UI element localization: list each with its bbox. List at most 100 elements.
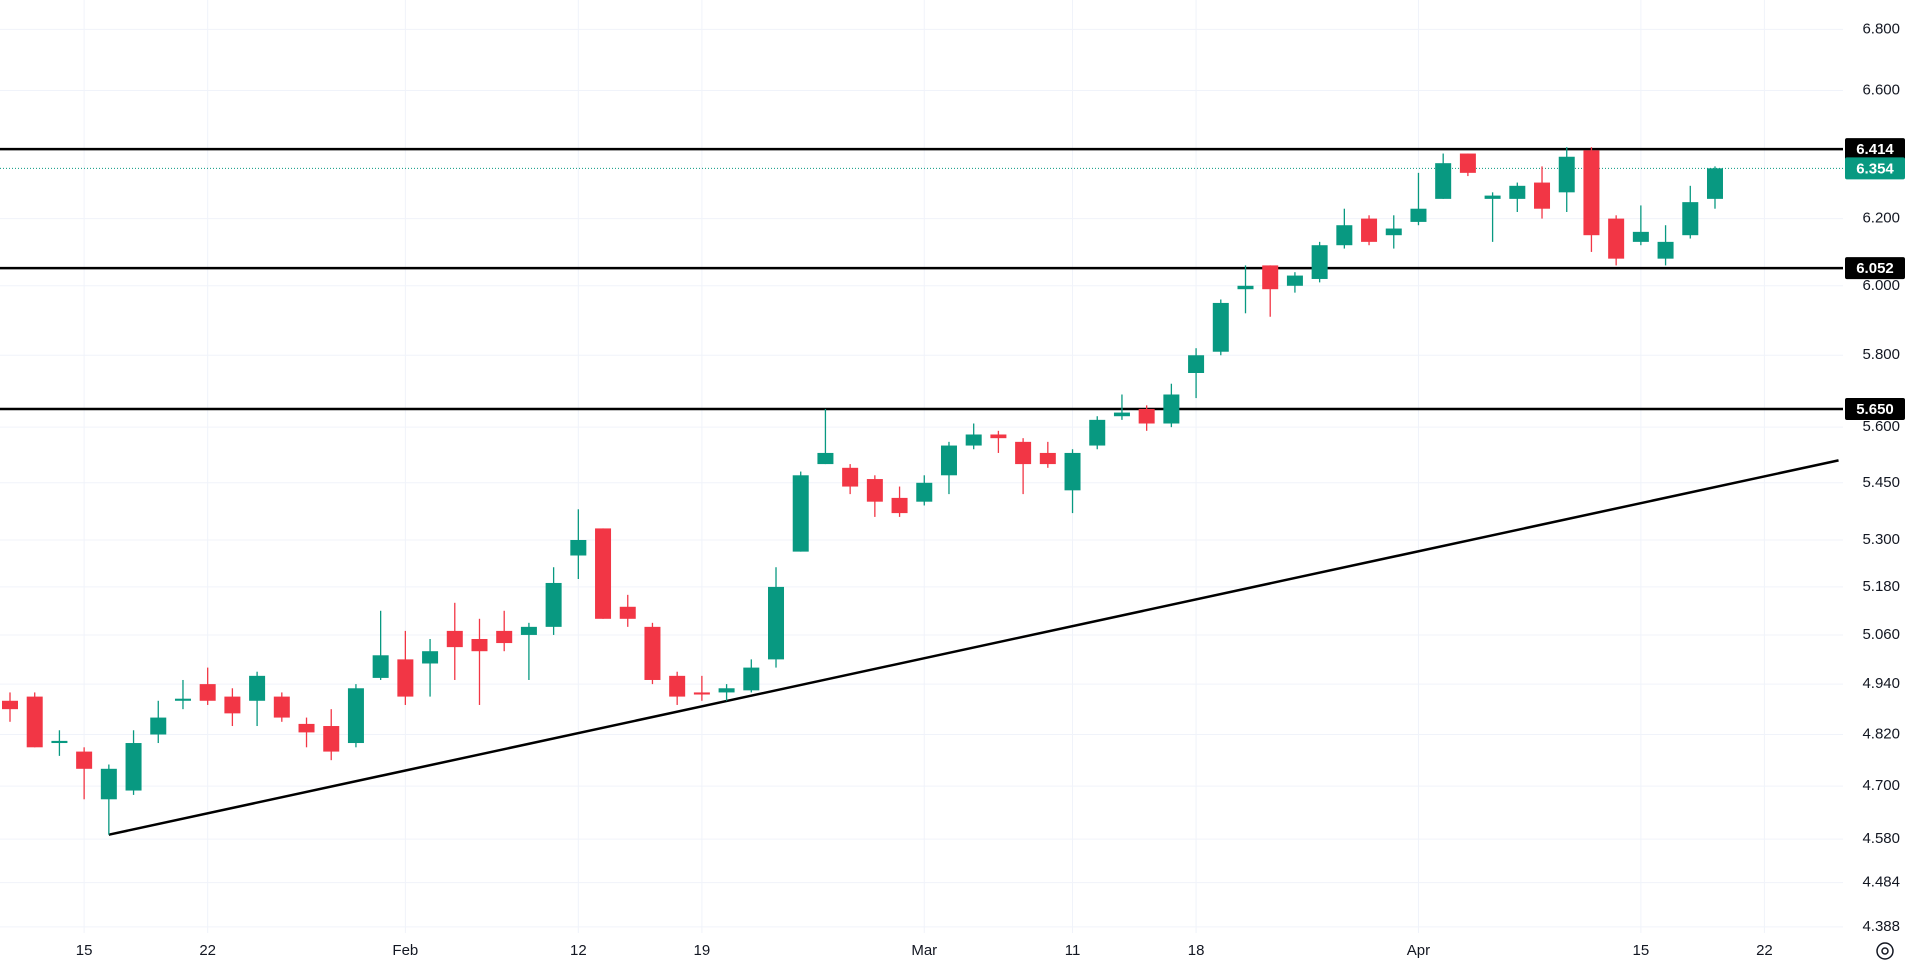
candle-body (51, 740, 68, 744)
settings-ring (1876, 942, 1894, 960)
candle-body (100, 768, 117, 800)
candle-body (1188, 355, 1205, 373)
candle-body (1089, 419, 1106, 446)
candle-body (372, 655, 389, 678)
candle-body (965, 434, 982, 446)
candle-body (570, 539, 587, 556)
candle-body (150, 717, 167, 735)
candle-body (1435, 163, 1452, 199)
x-tick-label: Feb (392, 942, 418, 959)
candle-body (595, 528, 612, 619)
candle-body (1361, 218, 1378, 242)
settings-icon[interactable] (1876, 942, 1894, 960)
level-label-bg (1845, 257, 1905, 280)
candle-body (693, 692, 710, 695)
candle-body (1311, 245, 1328, 279)
y-tick-label: 5.600 (1862, 418, 1900, 435)
y-tick-label: 5.450 (1862, 474, 1900, 491)
settings-hub (1881, 947, 1889, 955)
candle-body (471, 638, 488, 652)
candle-body (1262, 265, 1279, 290)
candle-body (1558, 156, 1575, 193)
candle-body (1706, 168, 1723, 199)
level-label: 6.414 (1856, 141, 1894, 158)
candle-body (718, 688, 735, 693)
y-tick-label: 4.484 (1862, 874, 1900, 891)
y-tick-label: 6.800 (1862, 20, 1900, 37)
y-tick-label: 6.000 (1862, 277, 1900, 294)
y-tick-label: 5.180 (1862, 578, 1900, 595)
trendline (108, 459, 1839, 836)
level-label: 5.650 (1856, 401, 1894, 418)
candle-body (743, 667, 760, 691)
candle-body (1632, 231, 1649, 242)
level-label-bg (1845, 138, 1905, 161)
level-label-bg (1845, 397, 1905, 420)
last-price-label-bg (1845, 157, 1905, 180)
candle-body (619, 606, 636, 619)
y-tick-label: 4.580 (1862, 830, 1900, 847)
candle-body (940, 445, 957, 476)
candle-body (792, 475, 809, 552)
candle-body (347, 688, 364, 744)
x-tick-label: 22 (199, 942, 216, 959)
x-tick-label: Mar (911, 942, 937, 959)
y-tick-label: 5.300 (1862, 531, 1900, 548)
candle-body (397, 659, 414, 697)
candle-body (990, 434, 1007, 439)
level-label: 6.052 (1856, 260, 1894, 277)
x-tick-label: 12 (570, 942, 587, 959)
candle-body (174, 698, 191, 701)
candle-body (768, 586, 785, 660)
candle-body (1484, 195, 1501, 199)
candle-body (520, 626, 537, 635)
candle-body (199, 684, 216, 701)
y-tick-label: 5.800 (1862, 346, 1900, 363)
y-tick-label: 6.600 (1862, 81, 1900, 98)
candle-body (1336, 225, 1353, 246)
candle-body (76, 751, 93, 769)
candle-body (446, 630, 463, 648)
x-tick-label: Apr (1407, 942, 1430, 959)
candle-body (224, 696, 241, 714)
candle-body (1657, 241, 1674, 259)
candle-body (1039, 452, 1056, 465)
candle-body (1682, 202, 1699, 236)
candle-body (1509, 185, 1526, 199)
y-tick-label: 4.820 (1862, 725, 1900, 742)
y-tick-label: 6.200 (1862, 210, 1900, 227)
x-tick-label: 11 (1065, 942, 1081, 959)
candle-body (1212, 302, 1229, 352)
candle-body (249, 675, 266, 701)
candle-body (891, 497, 908, 514)
y-tick-label: 5.060 (1862, 626, 1900, 643)
candle-body (916, 482, 933, 502)
candle-body (545, 582, 562, 627)
candle-body (1015, 441, 1032, 465)
candle-body (1138, 408, 1155, 424)
last-price-label: 6.354 (1856, 160, 1894, 177)
candle-body (422, 651, 439, 664)
candle-body (298, 723, 315, 733)
candle-body (1459, 153, 1476, 173)
candle-body (1163, 394, 1180, 424)
candle-body (1534, 182, 1551, 209)
candle-body (1113, 412, 1130, 417)
candle-body (1237, 285, 1254, 290)
candle-body (273, 696, 290, 718)
candle-body (496, 630, 513, 644)
candle-body (26, 696, 43, 748)
candle-body (669, 675, 686, 697)
x-tick-label: 15 (76, 942, 93, 959)
candle-body (644, 626, 661, 680)
candle-body (866, 479, 883, 502)
candle-body (2, 700, 18, 710)
candle-body (125, 743, 142, 791)
candle-body (1064, 452, 1081, 491)
candle-body (817, 452, 834, 465)
y-tick-label: 4.388 (1862, 918, 1900, 935)
candle-body (1583, 150, 1600, 236)
x-tick-label: 19 (694, 942, 711, 959)
